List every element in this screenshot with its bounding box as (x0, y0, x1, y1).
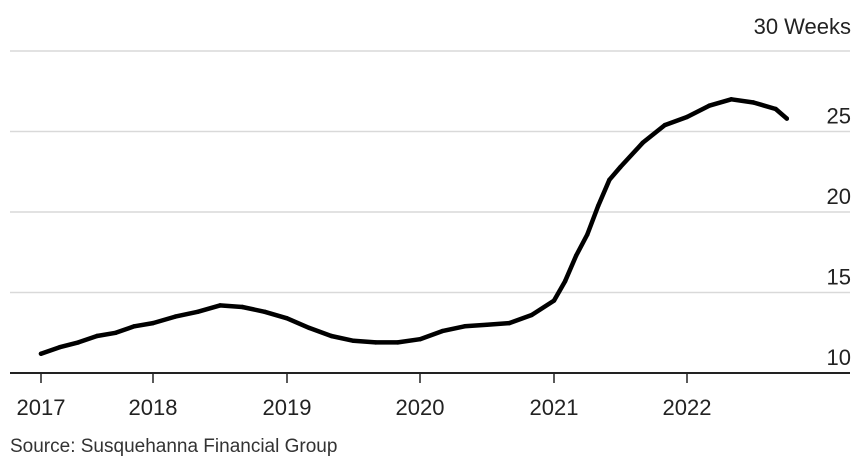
data-point (585, 232, 590, 237)
data-point (240, 304, 245, 310)
y-axis-labels: 10 15 20 25 (827, 104, 851, 371)
data-point (784, 116, 789, 121)
data-point (195, 309, 200, 314)
data-point (417, 337, 423, 342)
x-tick-label-2018: 2018 (129, 395, 178, 420)
data-point (284, 316, 290, 321)
data-point (351, 338, 356, 343)
data-point (562, 279, 568, 284)
x-axis (10, 372, 850, 383)
data-point (94, 333, 100, 339)
data-point (262, 309, 267, 314)
data-point (529, 312, 534, 318)
x-axis-labels: 2017 2018 2019 2020 2021 2022 (17, 395, 712, 420)
source-note: Source: Susquehanna Financial Group (10, 436, 338, 457)
data-point (640, 140, 645, 145)
data-point (307, 325, 312, 331)
data-point (729, 97, 734, 102)
y-unit-label: 30 Weeks (754, 14, 851, 39)
y-tick-label-25: 25 (827, 104, 851, 129)
x-tick-label-2021: 2021 (530, 395, 579, 420)
y-tick-label-15: 15 (827, 265, 851, 290)
data-point (751, 100, 756, 105)
data-point (596, 203, 601, 208)
data-point (551, 298, 557, 303)
y-tick-label-10: 10 (827, 345, 851, 370)
y-tick-label-20: 20 (827, 184, 851, 209)
data-point (173, 314, 178, 319)
data-point (484, 322, 490, 327)
x-tick-label-2020: 2020 (396, 395, 445, 420)
data-point (150, 320, 156, 326)
data-point (684, 114, 690, 120)
data-point (395, 340, 400, 345)
line-chart: 10 15 20 25 2017 2018 2019 2020 2021 2022 30 Wee… (10, 14, 851, 420)
data-point (373, 340, 378, 345)
data-point (707, 103, 712, 108)
series-layer (38, 97, 790, 356)
data-point (574, 253, 579, 258)
data-point (773, 106, 778, 112)
data-point (113, 330, 118, 335)
series-line-0 (38, 97, 790, 356)
data-point (217, 303, 223, 308)
data-point (440, 328, 445, 334)
data-point (462, 324, 467, 329)
data-point (607, 177, 612, 182)
data-point (618, 164, 623, 170)
data-point (76, 340, 81, 345)
data-point (57, 345, 62, 350)
data-point (329, 333, 334, 339)
data-point (662, 122, 667, 128)
x-tick-label-2017: 2017 (17, 395, 66, 420)
data-point (132, 324, 137, 329)
x-tick-label-2022: 2022 (663, 395, 712, 420)
data-point (507, 320, 512, 326)
x-tick-label-2019: 2019 (263, 395, 312, 420)
data-point (38, 351, 44, 356)
